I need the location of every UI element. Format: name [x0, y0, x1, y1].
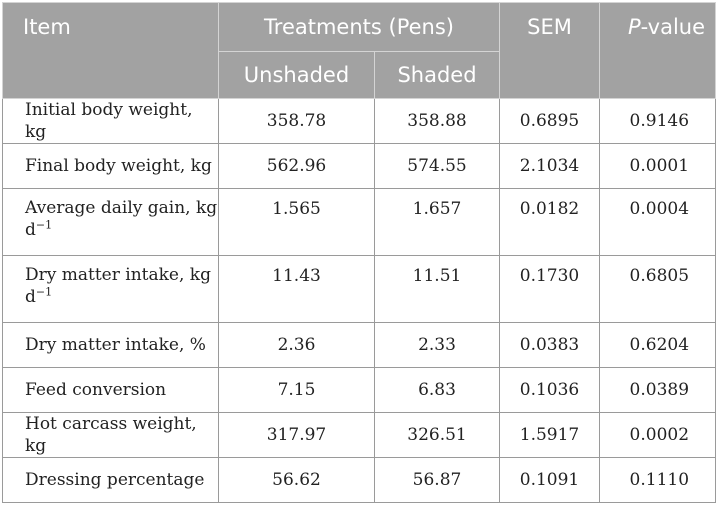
header-item: Item	[2, 2, 219, 99]
row-item: Average daily gain, kg d−1	[2, 188, 219, 256]
row-unshaded: 1.565	[218, 188, 375, 256]
header-treatments: Treatments (Pens)	[217, 2, 501, 52]
row-item-line1: Average daily gain, kg	[25, 198, 218, 218]
table-body: Initial body weight, kg 358.78 358.88 0.…	[2, 98, 717, 503]
row-p-value: 0.6204	[599, 322, 717, 368]
row-shaded: 358.88	[373, 98, 501, 144]
header-p-value: P-value	[599, 2, 717, 99]
row-item-line1: Dry matter intake, kg	[25, 265, 211, 285]
row-item: Dressing percentage	[2, 457, 219, 503]
row-unshaded: 56.62	[218, 457, 375, 503]
table-row: Average daily gain, kg d−1 1.565 1.657 0.…	[2, 188, 717, 256]
row-shaded: 11.51	[373, 255, 501, 323]
row-shaded: 56.87	[373, 457, 501, 503]
row-unshaded: 11.43	[218, 255, 375, 323]
row-item: Dry matter intake, %	[2, 322, 219, 368]
table-row: Dry matter intake, % 2.36 2.33 0.0383 0.…	[2, 322, 717, 368]
row-sem: 0.1036	[499, 367, 601, 413]
header-p-letter: P	[627, 15, 641, 39]
row-item-unit: d	[25, 220, 36, 240]
row-item: Dry matter intake, kg d−1	[2, 255, 219, 323]
row-item: Initial body weight, kg	[2, 98, 219, 144]
results-table: Item Treatments (Pens) SEM P-value Unsha…	[2, 2, 717, 503]
row-shaded: 574.55	[373, 143, 501, 189]
row-item-unit: d	[25, 287, 36, 307]
row-item: Final body weight, kg	[2, 143, 219, 189]
row-p-value: 0.6805	[599, 255, 717, 323]
table-row: Dry matter intake, kg d−1 11.43 11.51 0.1…	[2, 255, 717, 323]
header-shaded: Shaded	[373, 51, 501, 99]
row-shaded: 2.33	[373, 322, 501, 368]
row-unshaded: 7.15	[218, 367, 375, 413]
row-shaded: 1.657	[373, 188, 501, 256]
row-unshaded: 562.96	[218, 143, 375, 189]
row-sem: 0.0182	[499, 188, 601, 256]
row-item-exponent: −1	[35, 285, 53, 299]
table-header: Item Treatments (Pens) SEM P-value Unsha…	[2, 2, 717, 99]
table-row: Final body weight, kg 562.96 574.55 2.10…	[2, 143, 717, 189]
table-row: Hot carcass weight, kg 317.97 326.51 1.5…	[2, 412, 717, 458]
table-row: Initial body weight, kg 358.78 358.88 0.…	[2, 98, 717, 144]
row-p-value: 0.0001	[599, 143, 717, 189]
row-shaded: 6.83	[373, 367, 501, 413]
row-sem: 0.1730	[499, 255, 601, 323]
row-shaded: 326.51	[373, 412, 501, 458]
row-unshaded: 317.97	[218, 412, 375, 458]
row-p-value: 0.0004	[599, 188, 717, 256]
row-p-value: 0.9146	[599, 98, 717, 144]
row-sem: 0.1091	[499, 457, 601, 503]
table-row: Dressing percentage 56.62 56.87 0.1091 0…	[2, 457, 717, 503]
table-row: Feed conversion 7.15 6.83 0.1036 0.0389	[2, 367, 717, 413]
row-sem: 2.1034	[499, 143, 601, 189]
row-item: Hot carcass weight, kg	[2, 412, 219, 458]
row-p-value: 0.0002	[599, 412, 717, 458]
row-p-value: 0.0389	[599, 367, 717, 413]
row-unshaded: 2.36	[218, 322, 375, 368]
row-unshaded: 358.78	[218, 98, 375, 144]
row-sem: 1.5917	[499, 412, 601, 458]
row-p-value: 0.1110	[599, 457, 717, 503]
row-sem: 0.0383	[499, 322, 601, 368]
header-sem: SEM	[499, 2, 601, 99]
row-sem: 0.6895	[499, 98, 601, 144]
header-unshaded: Unshaded	[218, 51, 375, 99]
row-item-exponent: −1	[35, 218, 53, 232]
row-item: Feed conversion	[2, 367, 219, 413]
header-p-suffix: -value	[640, 15, 706, 39]
